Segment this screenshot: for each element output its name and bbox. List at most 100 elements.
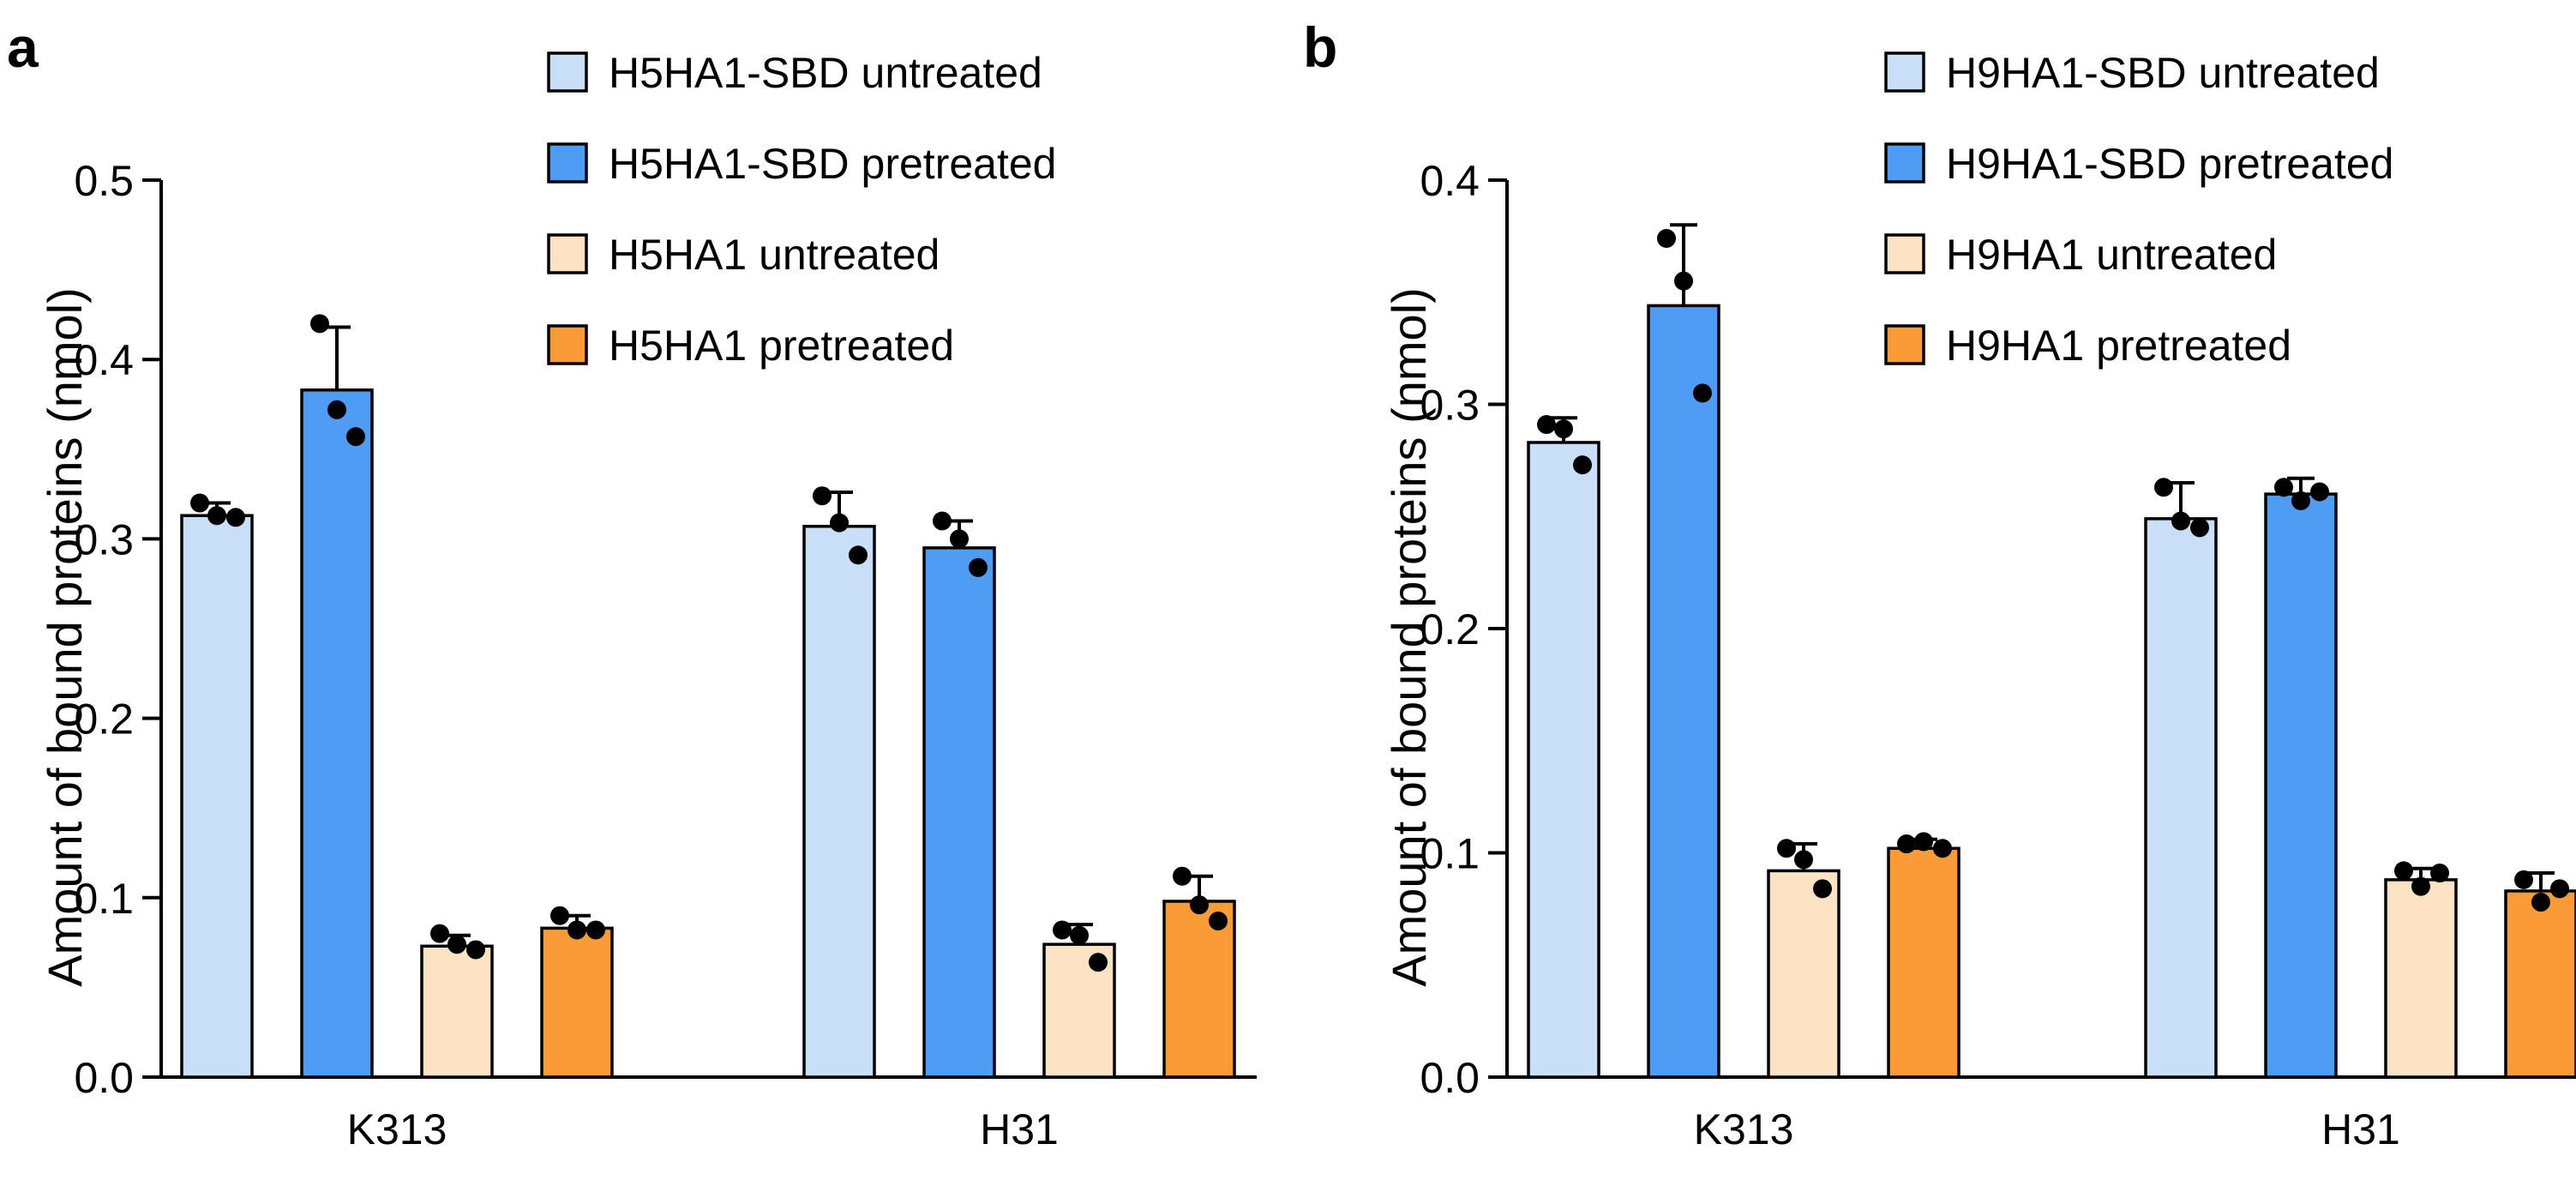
panel-a-legend-swatch [547, 324, 588, 365]
panel-a-data-point [1173, 866, 1192, 886]
panel-b-legend-swatch [1884, 233, 1925, 274]
panel-b-bar [1767, 869, 1840, 1079]
panel-a-y-tick-label: 0.5 [74, 157, 134, 205]
panel-b-y-tick-label: 0.1 [1420, 830, 1480, 878]
panel-a-data-point [1190, 895, 1209, 915]
panel-b-data-point [2171, 511, 2190, 531]
panel-b-group: b Amount of bound proteins (nmol) 0.0 0.1 0.… [1303, 15, 2576, 1153]
panel-a-data-point [933, 511, 952, 531]
panel-b-y-tick-label: 0.0 [1420, 1054, 1480, 1102]
panel-b-data-point [2430, 864, 2449, 883]
panel-b-data-point [1914, 832, 1933, 852]
panel-a-x-tick-label: H31 [980, 1105, 1059, 1153]
panel-b-data-point [2411, 876, 2430, 896]
panel-b-x-tick-label: H31 [2321, 1105, 2400, 1153]
panel-b-bar [2384, 878, 2458, 1079]
panel-b-data-point [1657, 228, 1676, 248]
panel-a-y-tick-label: 0.1 [74, 875, 134, 923]
panel-b-data-point [1813, 879, 1832, 899]
panel-a-y-tick-label: 0.3 [74, 515, 134, 563]
panel-a-letter: a [7, 15, 39, 79]
panel-b-y-tick-label: 0.4 [1420, 157, 1480, 205]
panel-a-data-point [327, 400, 346, 419]
panel-a-legend-label: H5HA1 pretreated [609, 322, 954, 370]
panel-a-group: a Amount of bound proteins (nmol) 0.0 0.1 0.… [7, 15, 1257, 1153]
panel-b-data-point [2531, 893, 2550, 912]
panel-b-legend-swatch [1884, 324, 1925, 365]
panel-b-legend-label: H9HA1-SBD untreated [1946, 49, 2380, 97]
panel-a-x-tick-label: K313 [347, 1105, 447, 1153]
panel-b-data-point [2291, 491, 2310, 510]
panel-b-y-axis-label: Amount of bound proteins (nmol) [1382, 287, 1436, 987]
panel-a-data-point [586, 920, 605, 940]
panel-b-data-point [1573, 455, 1592, 475]
panel-a-bar [300, 388, 374, 1079]
panel-b-legend-label: H9HA1-SBD pretreated [1946, 140, 2393, 188]
panel-a-data-point [550, 906, 569, 925]
panel-b-bar [1527, 441, 1600, 1079]
panel-a-legend-label: H5HA1-SBD untreated [609, 49, 1042, 97]
panel-b-legend-swatch [1884, 51, 1925, 93]
panel-a-data-point [310, 314, 329, 334]
panel-a-bar [802, 525, 876, 1079]
panel-a-data-point [567, 920, 586, 940]
panel-a-legend-label: H5HA1-SBD pretreated [609, 140, 1056, 188]
panel-a-data-point [1089, 953, 1108, 972]
panel-b-data-point [2154, 478, 2173, 497]
panel-a-y-tick-label: 0.0 [74, 1054, 134, 1102]
panel-a-bar [922, 546, 996, 1079]
panel-a-data-point [346, 427, 365, 447]
panel-a-data-point [1070, 925, 1089, 945]
panel-b-legend-label: H9HA1 untreated [1946, 231, 2277, 279]
panel-b-data-point [1897, 834, 1916, 854]
panel-a-legend-swatch [547, 233, 588, 274]
panel-b-letter: b [1303, 15, 1337, 79]
panel-a-data-point [813, 486, 832, 506]
panel-a-legend-label: H5HA1 untreated [609, 231, 940, 279]
panel-b-bar [1647, 304, 1720, 1079]
panel-b-data-point [2274, 478, 2293, 497]
panel-a-legend-swatch [547, 51, 588, 93]
panel-b-bar [2504, 889, 2576, 1079]
panel-a-data-point [849, 545, 868, 565]
panel-b-bar [2144, 517, 2218, 1079]
panel-b-data-point [1554, 419, 1573, 439]
panel-b-data-point [1693, 383, 1712, 403]
panel-a-bar [180, 514, 254, 1079]
panel-a-legend-swatch [547, 142, 588, 184]
panel-a-y-axis-label: Amount of bound proteins (nmol) [38, 287, 92, 987]
panel-a-data-point [830, 513, 849, 533]
panel-b-bar [2264, 492, 2338, 1079]
panel-b-data-point [2514, 870, 2533, 889]
panel-a-bar [420, 944, 494, 1079]
panel-b-bar [1887, 846, 1961, 1079]
panel-a-bar [540, 926, 614, 1079]
panel-b-legend-swatch [1884, 142, 1925, 184]
panel-a-y-tick-label: 0.4 [74, 336, 134, 384]
panel-b-data-point [1537, 415, 1556, 435]
panel-a-data-point [447, 935, 466, 954]
panel-b-data-point [1674, 271, 1693, 291]
panel-b-data-point [2190, 518, 2209, 538]
panel-a-data-point [190, 493, 209, 513]
panel-a-data-point [226, 508, 245, 527]
panel-b-x-tick-label: K313 [1694, 1105, 1794, 1153]
panel-a-data-point [1209, 911, 1228, 930]
panel-b-data-point [1777, 839, 1796, 858]
panel-b-data-point [2550, 879, 2569, 899]
panel-a-data-point [950, 529, 969, 549]
panel-b-y-tick-label: 0.2 [1420, 605, 1480, 653]
panel-b-data-point [1794, 850, 1813, 870]
panel-a-data-point [466, 940, 485, 960]
panel-b-data-point [2310, 482, 2329, 502]
panel-b-data-point [1933, 839, 1952, 858]
panel-a-y-tick-label: 0.2 [74, 695, 134, 744]
panel-a-data-point [969, 557, 988, 577]
panel-a-data-point [430, 924, 449, 943]
panel-b-y-tick-label: 0.3 [1420, 382, 1480, 430]
panel-b-legend-label: H9HA1 pretreated [1946, 322, 2291, 370]
panel-a-data-point [207, 506, 226, 526]
panel-a-bar [1162, 900, 1236, 1079]
